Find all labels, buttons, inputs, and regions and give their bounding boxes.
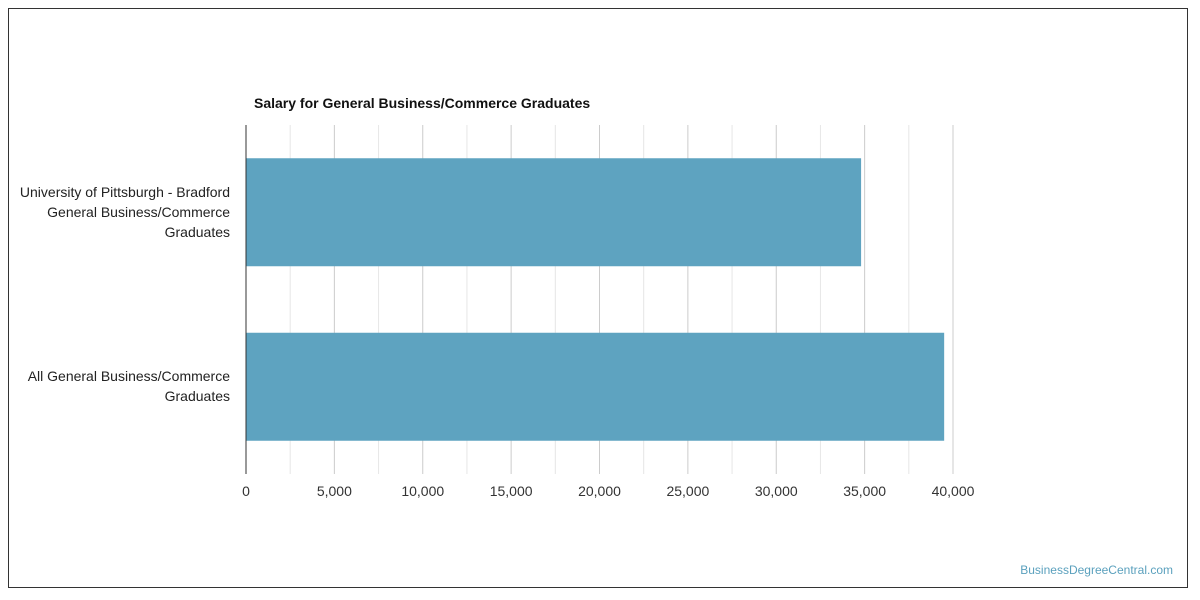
x-tick-label: 0 [242,483,250,499]
x-tick-label: 25,000 [666,483,709,499]
category-label-0-line-2: Graduates [164,224,230,240]
x-tick-label: 20,000 [578,483,621,499]
category-label-1-line-0: All General Business/Commerce [27,368,230,384]
chart-title: Salary for General Business/Commerce Gra… [254,95,591,111]
x-tick-label: 5,000 [317,483,352,499]
chart-frame: Salary for General Business/Commerce Gra… [8,8,1188,588]
category-label-0-line-1: General Business/Commerce [47,204,230,220]
watermark: BusinessDegreeCentral.com [1020,563,1173,577]
x-tick-label: 30,000 [755,483,798,499]
bar-0 [246,158,862,267]
x-tick-label: 10,000 [401,483,444,499]
bar-1 [246,332,945,441]
chart-plot: 0 5,000 10,000 15,000 20,000 25,000 30,000 35,0… [242,125,975,499]
x-tick-label: 15,000 [490,483,533,499]
category-label-0: University of Pittsburgh - Bradford Gene… [20,182,230,242]
category-label-1-line-1: Graduates [164,388,230,404]
x-tick-label: 40,000 [932,483,975,499]
category-label-1: All General Business/Commerce Graduates [28,366,230,406]
category-label-0-line-0: University of Pittsburgh - Bradford [19,184,230,200]
x-tick-label: 35,000 [843,483,886,499]
